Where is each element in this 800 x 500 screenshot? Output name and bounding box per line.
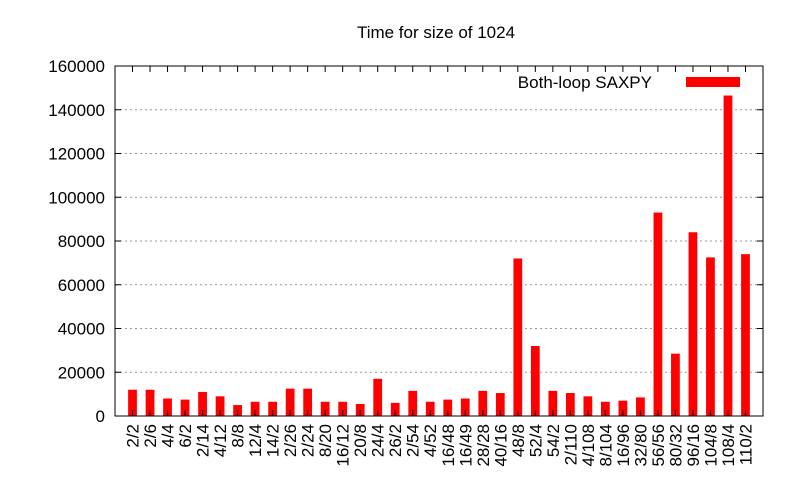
bar — [250, 401, 260, 416]
x-tick-label: 48/8 — [509, 424, 528, 457]
bar — [338, 401, 348, 416]
x-tick-label: 54/2 — [544, 424, 563, 457]
bar — [268, 401, 277, 416]
y-tick-label: 120000 — [48, 145, 105, 164]
chart-title: Time for size of 1024 — [357, 23, 515, 42]
x-tick-label: 26/2 — [386, 424, 405, 457]
x-tick-label: 8/8 — [229, 424, 248, 448]
bar — [653, 212, 663, 416]
x-tick-label: 56/56 — [649, 424, 668, 467]
plot-frame — [114, 65, 764, 417]
x-tick-label: 52/4 — [526, 424, 545, 457]
bar — [495, 393, 505, 416]
x-tick-label: 4/4 — [159, 424, 178, 448]
x-tick-label: 104/8 — [701, 424, 720, 467]
x-tick-label: 96/16 — [684, 424, 703, 467]
bar — [303, 388, 313, 416]
x-tick-label: 80/32 — [666, 424, 685, 467]
x-tick-label: 28/28 — [474, 424, 493, 467]
x-tick-label: 40/16 — [491, 424, 510, 467]
y-tick-label: 160000 — [48, 57, 105, 76]
bars — [128, 95, 750, 416]
bar — [145, 389, 155, 416]
bar — [548, 390, 558, 416]
x-tick-label: 16/48 — [439, 424, 458, 467]
bar — [198, 391, 207, 416]
x-tick-label: 16/49 — [456, 424, 475, 467]
x-tick-label: 4/108 — [579, 424, 598, 467]
bar — [636, 397, 645, 416]
x-tick-label: 6/2 — [176, 424, 195, 448]
x-tick-label: 2/26 — [281, 424, 300, 457]
x-axis: 2/22/64/46/22/144/128/812/414/22/262/248… — [124, 66, 755, 467]
bar — [513, 258, 523, 416]
bar — [688, 232, 698, 416]
legend-label: Both-loop SAXPY — [518, 73, 652, 92]
bar — [460, 398, 470, 416]
bar — [618, 400, 628, 416]
y-tick-label: 80000 — [58, 232, 105, 251]
y-tick-label: 20000 — [58, 363, 105, 382]
x-tick-label: 110/2 — [736, 424, 755, 465]
x-tick-label: 16/12 — [334, 424, 353, 467]
bar — [355, 403, 365, 416]
bar — [390, 402, 400, 416]
bar — [723, 95, 733, 416]
bar — [373, 378, 383, 416]
bar — [671, 353, 680, 416]
bar — [443, 399, 453, 416]
bar — [408, 390, 418, 416]
bar — [741, 254, 750, 416]
grid-lines — [115, 109, 763, 373]
x-tick-label: 2/6 — [141, 424, 160, 448]
y-tick-label: 0 — [96, 407, 105, 426]
x-tick-label: 8/20 — [316, 424, 335, 457]
x-tick-label: 16/96 — [614, 424, 633, 467]
bar — [565, 393, 575, 416]
x-tick-label: 2/54 — [404, 424, 423, 457]
y-tick-label: 140000 — [48, 101, 105, 120]
bar — [425, 401, 435, 416]
x-tick-label: 2/2 — [124, 424, 143, 448]
bar — [601, 401, 610, 416]
bar — [320, 401, 330, 416]
y-tick-label: 40000 — [58, 320, 105, 339]
bar — [180, 399, 190, 416]
y-tick-label: 60000 — [58, 276, 105, 295]
y-tick-label: 100000 — [48, 188, 105, 207]
x-tick-label: 12/4 — [246, 424, 265, 457]
bar — [285, 388, 295, 416]
bar — [128, 389, 137, 416]
x-tick-label: 2/110 — [561, 424, 580, 465]
bar — [478, 390, 488, 416]
bar — [163, 398, 172, 416]
legend-swatch — [686, 77, 740, 87]
x-tick-label: 108/4 — [719, 424, 738, 467]
legend: Both-loop SAXPY — [518, 73, 740, 92]
bar — [530, 346, 540, 416]
bar — [583, 396, 593, 416]
x-tick-label: 20/8 — [351, 424, 370, 457]
x-tick-label: 4/52 — [421, 424, 440, 457]
x-tick-label: 2/24 — [299, 424, 318, 457]
x-tick-label: 4/12 — [211, 424, 230, 457]
x-tick-label: 8/104 — [596, 424, 615, 467]
x-tick-label: 2/14 — [194, 424, 213, 457]
x-tick-label: 14/2 — [264, 424, 283, 457]
y-axis: 0 20000 40000 60000 80000 100000 120000 140000 1… — [48, 57, 763, 426]
x-tick-label: 24/4 — [369, 424, 388, 457]
bar — [706, 257, 715, 416]
bar — [215, 396, 225, 416]
x-tick-label: 32/80 — [631, 424, 650, 467]
